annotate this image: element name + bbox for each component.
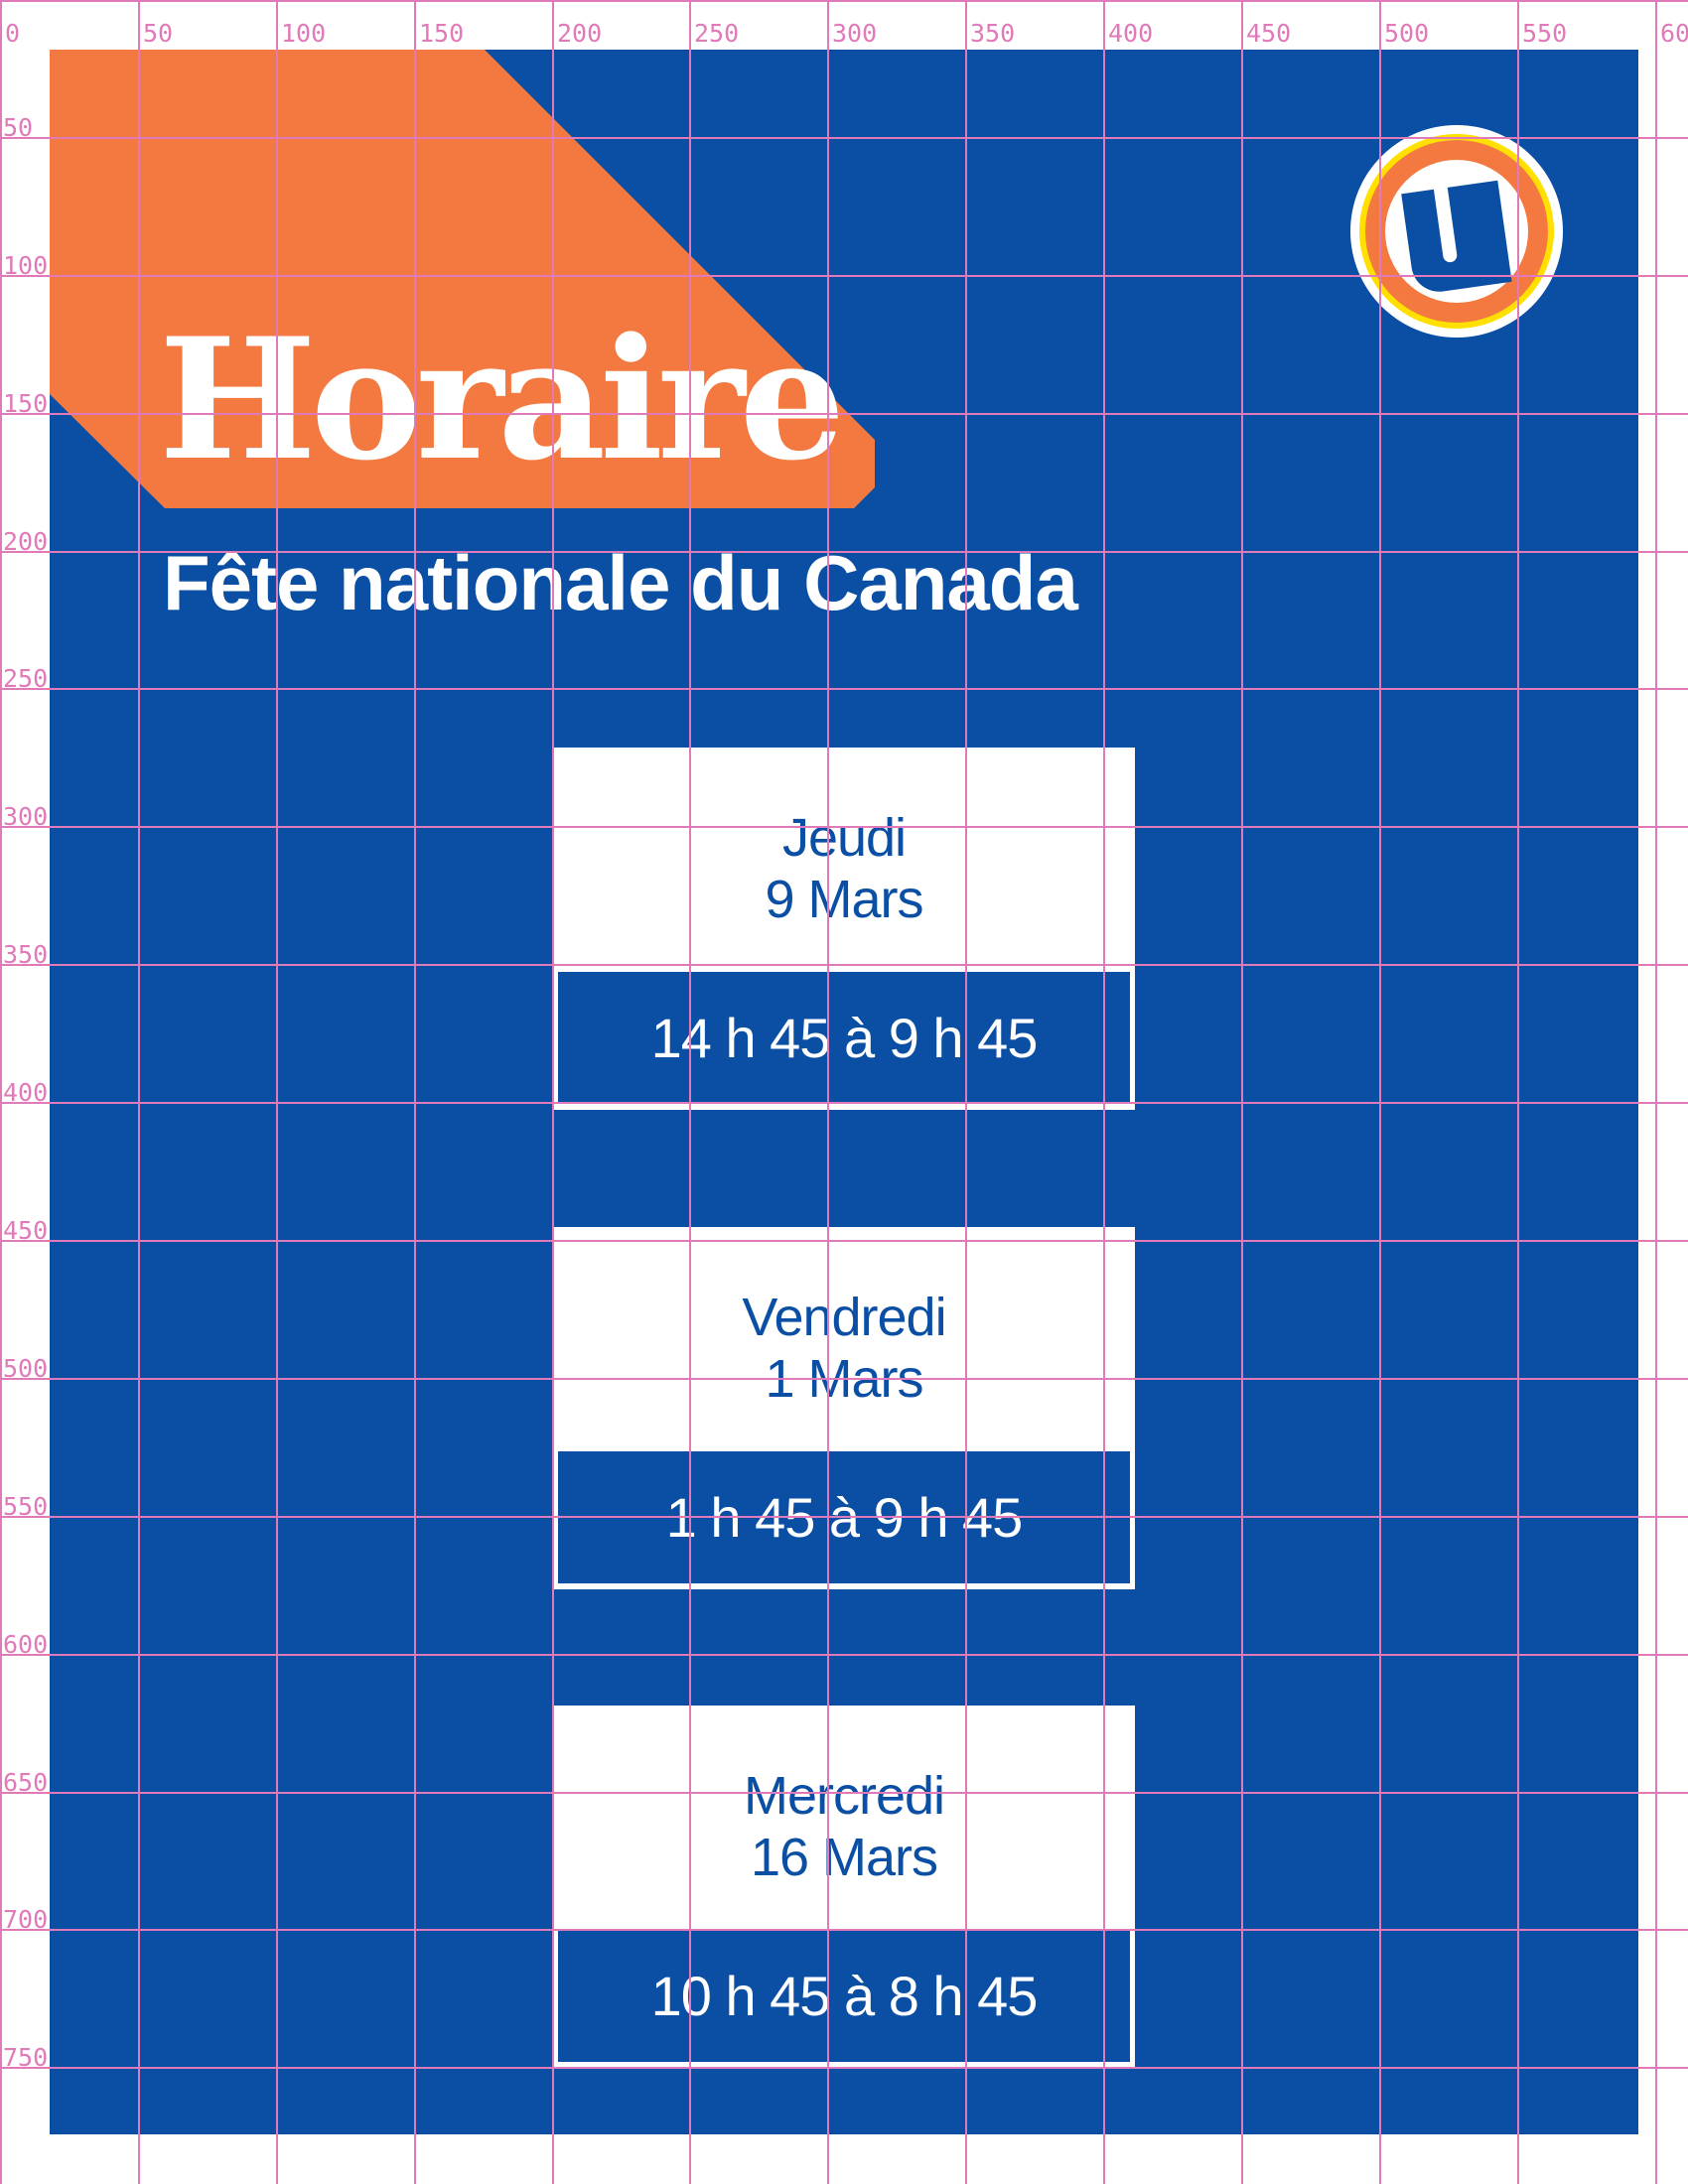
- grid-y-label: 300: [3, 802, 48, 831]
- grid-y-label: 350: [3, 940, 48, 969]
- grid-y-label: 650: [3, 1768, 48, 1797]
- schedule-card: Vendredi 1 Mars 1 h 45 à 9 h 45: [553, 1227, 1135, 1589]
- day-date: 16 Mars: [750, 1828, 938, 1887]
- page-subtitle: Fête nationale du Canada: [163, 539, 1078, 626]
- grid-y-label: 600: [3, 1630, 48, 1659]
- page-title: Horaire: [159, 301, 845, 497]
- day-date: 1 Mars: [765, 1349, 923, 1409]
- day-name: Mercredi: [743, 1766, 945, 1826]
- schedule-day: Vendredi 1 Mars: [553, 1287, 1135, 1410]
- grid-y-label: 500: [3, 1354, 48, 1383]
- grid-y-label: 700: [3, 1905, 48, 1934]
- grid-y-label: 450: [3, 1216, 48, 1245]
- schedule-hours: 1 h 45 à 9 h 45: [558, 1451, 1130, 1583]
- grid-y-label: 550: [3, 1492, 48, 1521]
- grid-y-label: 250: [3, 664, 48, 693]
- orange-diagonal-band: [50, 50, 875, 508]
- schedule-card: Mercredi 16 Mars 10 h 45 à 8 h 45: [553, 1706, 1135, 2068]
- day-name: Jeudi: [781, 808, 907, 868]
- schedule-card: Jeudi 9 Mars 14 h 45 à 9 h 45: [553, 748, 1135, 1110]
- grid-y-label: 400: [3, 1078, 48, 1107]
- grid-y-label: 750: [3, 2043, 48, 2072]
- schedule-day: Mercredi 16 Mars: [553, 1765, 1135, 1888]
- day-name: Vendredi: [742, 1288, 946, 1347]
- schedule-hours: 10 h 45 à 8 h 45: [558, 1930, 1130, 2062]
- day-date: 9 Mars: [765, 870, 923, 929]
- u-logo-icon: [1350, 125, 1563, 338]
- schedule-day: Jeudi 9 Mars: [553, 807, 1135, 930]
- schedule-hours: 14 h 45 à 9 h 45: [558, 972, 1130, 1104]
